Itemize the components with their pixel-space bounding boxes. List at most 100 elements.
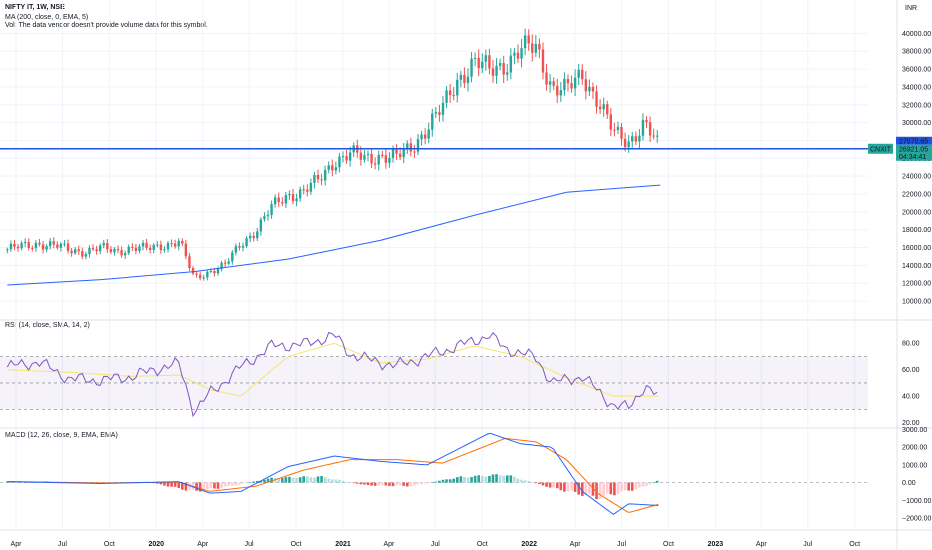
x-axis-tick-label: Jul [245,541,254,548]
macd-histogram-bar [248,482,252,483]
macd-histogram-bar [266,478,270,483]
candle-body [563,78,566,91]
macd-histogram-bar [491,474,495,483]
macd-histogram-bar [538,482,541,485]
macd-axis-label: 1000.00 [902,462,927,469]
macd-histogram-bar [213,482,216,489]
candle-body [581,69,584,80]
candle-body [106,243,109,250]
symbol-legend[interactable]: NIFTY IT, 1W, NSE [5,4,65,11]
macd-histogram-bar [348,482,352,483]
candle-body [206,271,209,278]
macd-histogram-bar [652,482,655,483]
macd-histogram-bar [334,479,338,483]
candle-body [159,244,163,251]
macd-histogram-bar [302,476,306,483]
macd-histogram-bar [552,482,555,488]
candle-body [434,112,438,114]
candle-body [516,52,520,59]
candle-body [134,247,138,251]
macd-line[interactable] [7,432,659,515]
macd-histogram-bar [602,482,605,496]
macd-axis-label: 2000.00 [902,445,927,452]
x-axis-tick-label: 2023 [708,541,724,548]
macd-histogram-bar [216,482,220,489]
candle-body [495,65,498,76]
candle-body [406,143,409,149]
candle-body [648,122,652,136]
macd-histogram-bar [566,482,570,492]
candle-body [27,242,30,248]
macd-legend[interactable]: MACD (12, 26, close, 9, EMA, EMA) [5,432,118,439]
candle-body [177,240,180,247]
x-axis-tick-label: Jul [617,541,626,548]
macd-histogram-bar [234,482,238,486]
candle-body [59,243,63,248]
macd-histogram-bar [416,482,420,485]
macd-histogram-bar [470,477,473,483]
price-axis-label: 38000.00 [902,49,931,56]
candle-body [209,270,213,272]
candle-body [566,78,570,84]
rsi-axis-label: 20.00 [902,420,920,427]
candle-body [620,127,623,139]
candle-body [302,189,305,191]
candle-body [591,86,595,92]
rsi-ma-line[interactable] [7,342,659,397]
candle-body [273,197,277,205]
candle-body [656,135,659,137]
macd-histogram-bar [455,477,459,483]
macd-histogram-bar [452,478,456,483]
candle-body [313,174,316,183]
candle-body [316,174,320,180]
candle-body [56,244,59,248]
candle-body [252,235,255,239]
macd-histogram-bar [220,482,223,488]
macd-histogram-bar [227,482,231,486]
macd-histogram-bar [209,482,213,489]
macd-histogram-bar [502,475,505,483]
macd-histogram-bar [623,482,627,491]
macd-histogram-bar [484,476,488,483]
macd-histogram-bar [527,481,530,483]
candle-body [63,243,66,245]
candle-body [48,241,52,247]
macd-histogram-bar [241,482,245,484]
candle-body [595,91,598,107]
candle-body [348,152,352,161]
macd-histogram-bar [420,482,423,485]
x-axis-tick-label: 2021 [335,541,351,548]
price-axis-label: 24000.00 [902,174,931,181]
signal-line[interactable] [7,437,659,513]
candle-body [123,253,127,256]
macd-histogram-bar [598,482,602,499]
macd-histogram-bar [255,480,259,483]
candle-body [145,242,148,248]
ma200-line[interactable] [7,184,661,286]
candle-body [398,153,402,158]
candle-body [431,113,434,130]
macd-histogram-bar [359,482,363,485]
symbol-badge [868,143,893,154]
x-axis-tick-label: Jul [803,541,812,548]
macd-histogram-bar [277,478,281,483]
macd-histogram-bar [548,482,552,488]
rsi-line[interactable] [6,331,658,418]
rsi-axis-label: 40.00 [902,394,920,401]
candle-body [420,134,423,140]
candle-body [484,55,488,62]
macd-histogram-bar [159,482,163,485]
macd-histogram-bar [477,475,480,483]
macd-histogram-bar [427,482,431,484]
candle-body [113,248,116,253]
candle-body [9,243,13,250]
candle-body [52,241,55,245]
candle-body [641,119,645,136]
macd-histogram-bar [388,482,391,487]
candle-body [73,249,77,254]
candle-body [377,154,380,165]
candle-body [298,189,302,199]
rsi-legend[interactable]: RSI (14, close, SMA, 14, 2) [5,322,90,329]
ma-legend[interactable]: MA (200, close, 0, EMA, 5) [5,14,89,21]
